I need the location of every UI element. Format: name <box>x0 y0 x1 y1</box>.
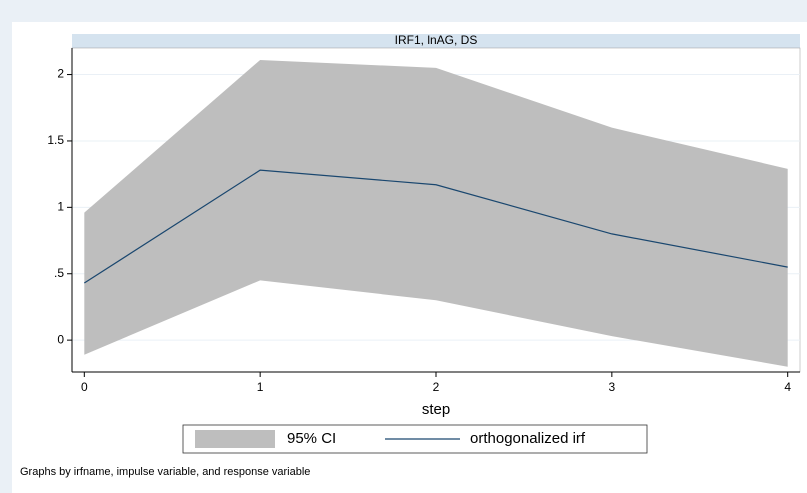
note: Graphs by irfname, impulse variable, and… <box>20 466 310 478</box>
legend-label: orthogonalized irf <box>470 430 586 447</box>
ci-band <box>84 59 788 367</box>
irf-line <box>83 169 788 284</box>
y-tick-label: 1.5 <box>47 133 64 147</box>
x-axis-label: step <box>422 401 450 418</box>
x-tick-label: 0 <box>81 380 88 394</box>
y-tick-label: 1 <box>57 200 64 214</box>
panel-header <box>72 34 800 48</box>
legend-swatch <box>195 430 275 448</box>
panel-title: IRF1, lnAG, DS <box>395 33 478 47</box>
y-tick-label: 2 <box>57 67 64 81</box>
x-tick-label: 2 <box>433 380 440 394</box>
x-tick-label: 4 <box>784 380 791 394</box>
x-tick-label: 3 <box>609 380 616 394</box>
y-tick-label: .5 <box>54 266 64 280</box>
x-tick-label: 1 <box>257 380 264 394</box>
legend-label: 95% CI <box>287 430 336 447</box>
y-tick-label: 0 <box>57 332 64 346</box>
